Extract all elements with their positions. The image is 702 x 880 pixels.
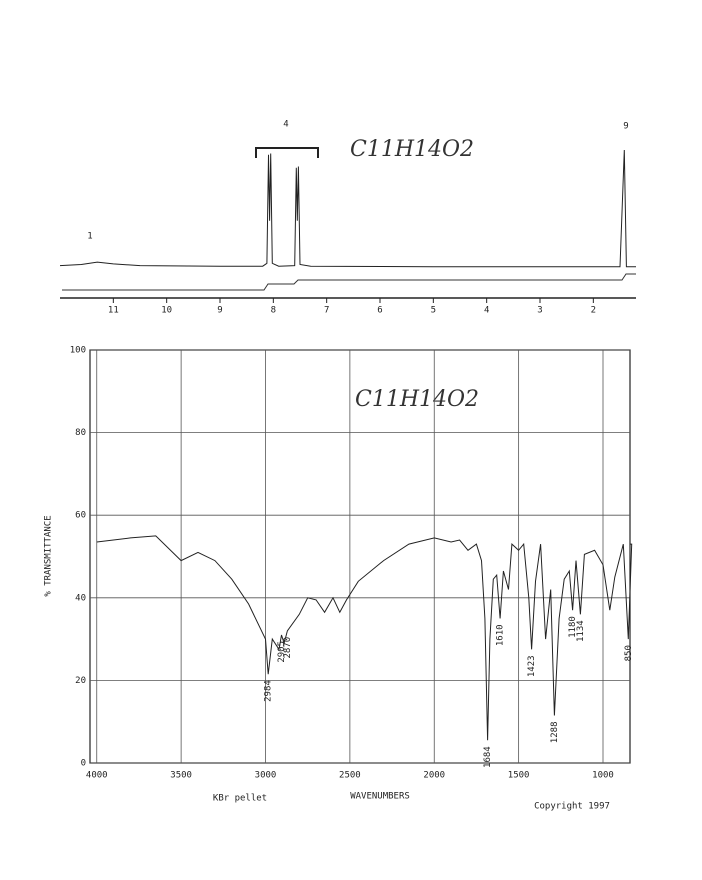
x-tick-label: 8	[271, 306, 276, 316]
x-axis-title: WAVENUMBERS	[350, 792, 410, 802]
peak-label: 1610	[496, 624, 506, 646]
x-tick-label: 3500	[170, 771, 192, 781]
x-tick-label: 1500	[508, 771, 530, 781]
spectrum-line	[96, 535, 633, 741]
x-tick-label: 2500	[339, 771, 361, 781]
y-tick-label: 40	[75, 593, 86, 603]
x-tick-label: 4000	[86, 771, 108, 781]
x-tick-label: 3	[537, 306, 542, 316]
x-tick-label: 7	[324, 306, 329, 316]
peak-label: 1288	[550, 722, 560, 744]
x-tick-label: 1000	[592, 771, 614, 781]
y-tick-label: 20	[75, 676, 86, 686]
x-tick-label: 2000	[423, 771, 445, 781]
x-tick-label: 4	[484, 306, 489, 316]
peak-label: 1423	[527, 655, 537, 677]
y-tick-label: 0	[81, 759, 86, 769]
y-tick-label: 80	[75, 428, 86, 438]
nmr-annotation: 4	[283, 120, 288, 130]
x-tick-label: 5	[431, 306, 436, 316]
formula: C11H14O2	[350, 137, 474, 162]
peak-label: 1134	[576, 620, 586, 642]
x-tick-label: 6	[377, 306, 382, 316]
peak-label: 2984	[264, 680, 274, 702]
x-tick-label: 11	[108, 306, 119, 316]
nmr-annotation: 9	[623, 122, 628, 132]
integral-trace	[62, 273, 636, 291]
sample-note: KBr pellet	[213, 794, 267, 804]
nmr-annotation: 1	[87, 232, 92, 242]
y-tick-label: 60	[75, 511, 86, 521]
y-axis-title: % TRANSMITTANCE	[44, 515, 54, 596]
y-tick-label: 100	[70, 346, 86, 356]
peak-label: 1180	[568, 616, 578, 638]
integration-bracket	[255, 147, 319, 158]
peak-label: 2905	[277, 641, 287, 663]
x-tick-label: 10	[161, 306, 172, 316]
peak-label: 2870	[283, 637, 293, 659]
copyright: Copyright 1997	[534, 802, 610, 812]
peak-label: 850	[624, 645, 634, 661]
formula: C11H14O2	[355, 387, 479, 412]
x-tick-label: 2	[591, 306, 596, 316]
peak-label: 1684	[483, 746, 493, 768]
spectrum-line	[59, 149, 636, 268]
x-tick-label: 3000	[255, 771, 277, 781]
x-tick-label: 9	[217, 306, 222, 316]
